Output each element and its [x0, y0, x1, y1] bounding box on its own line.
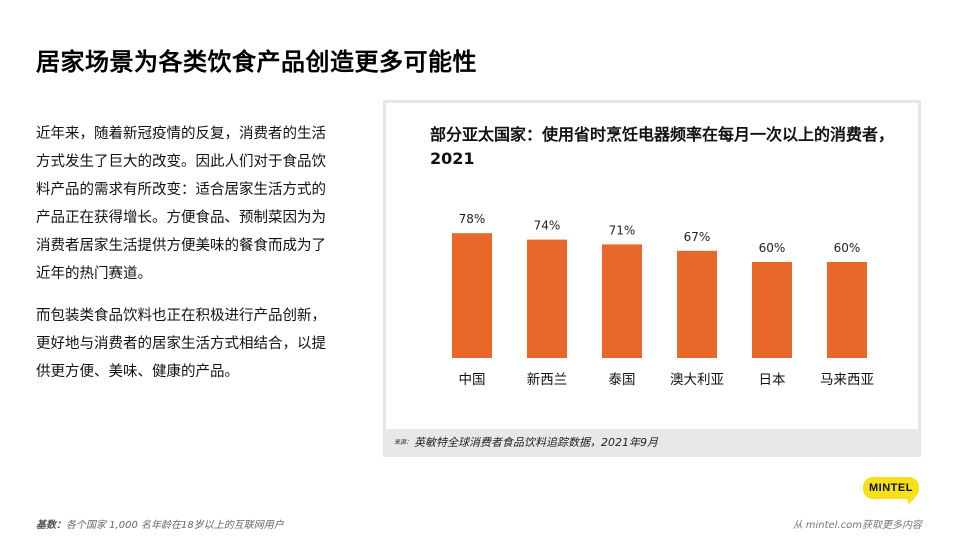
category-label-2: 泰国 — [609, 372, 636, 388]
paragraph-1: 近年来，随着新冠疫情的反复，消费者的生活方式发生了巨大的改变。因此人们对于食品饮… — [36, 126, 326, 282]
value-label-5: 60% — [834, 241, 861, 255]
category-label-1: 新西兰 — [527, 372, 568, 388]
bar-5 — [827, 262, 867, 358]
category-label-4: 日本 — [759, 372, 787, 388]
footer-link[interactable]: 从 mintel.com获取更多内容 — [792, 520, 922, 531]
chart-title: 部分亚太国家：使用省时烹饪电器频率在每月一次以上的消费者，2021 — [430, 125, 895, 168]
source-prefix: 来源： — [394, 439, 413, 446]
bar-2 — [602, 244, 642, 358]
value-label-3: 67% — [684, 230, 711, 244]
source-bar: 来源： 英敏特全球消费者食品饮料追踪数据，2021年9月 — [386, 429, 918, 454]
footnote-text: 各个国家 1,000 名年龄在18岁以上的互联网用户 — [66, 520, 284, 531]
bar-4 — [752, 262, 792, 358]
bar-1 — [527, 239, 567, 358]
bar-3 — [677, 250, 717, 358]
chart-panel: 部分亚太国家：使用省时烹饪电器频率在每月一次以上的消费者，2021 78% 中国 7… — [383, 100, 921, 457]
body-text: 近年来，随着新冠疫情的反复，消费者的生活方式发生了巨大的改变。因此人们对于食品饮… — [36, 120, 336, 400]
source-text: 英敏特全球消费者食品饮料追踪数据，2021年9月 — [414, 435, 659, 449]
value-label-1: 74% — [534, 219, 561, 233]
category-label-5: 马来西亚 — [820, 372, 874, 388]
page-title: 居家场景为各类饮食产品创造更多可能性 — [36, 48, 477, 76]
bar-0 — [452, 233, 492, 358]
mintel-logo: MINTEL — [863, 477, 919, 499]
category-label-3: 澳大利亚 — [670, 372, 724, 388]
paragraph-2: 而包装类食品饮料也正在积极进行产品创新，更好地与消费者的居家生活方式相结合，以提… — [36, 308, 326, 380]
footnote-label: 基数： — [36, 520, 66, 531]
value-label-0: 78% — [459, 212, 486, 226]
category-label-0: 中国 — [459, 372, 486, 388]
value-label-4: 60% — [759, 241, 786, 255]
footnote: 基数：各个国家 1,000 名年龄在18岁以上的互联网用户 — [36, 516, 284, 531]
value-label-2: 71% — [609, 223, 636, 237]
bar-chart: 78% 中国 74% 新西兰 71% 泰国 67% 澳大利亚 60% 日本 60% 马来西亚 — [452, 212, 874, 388]
